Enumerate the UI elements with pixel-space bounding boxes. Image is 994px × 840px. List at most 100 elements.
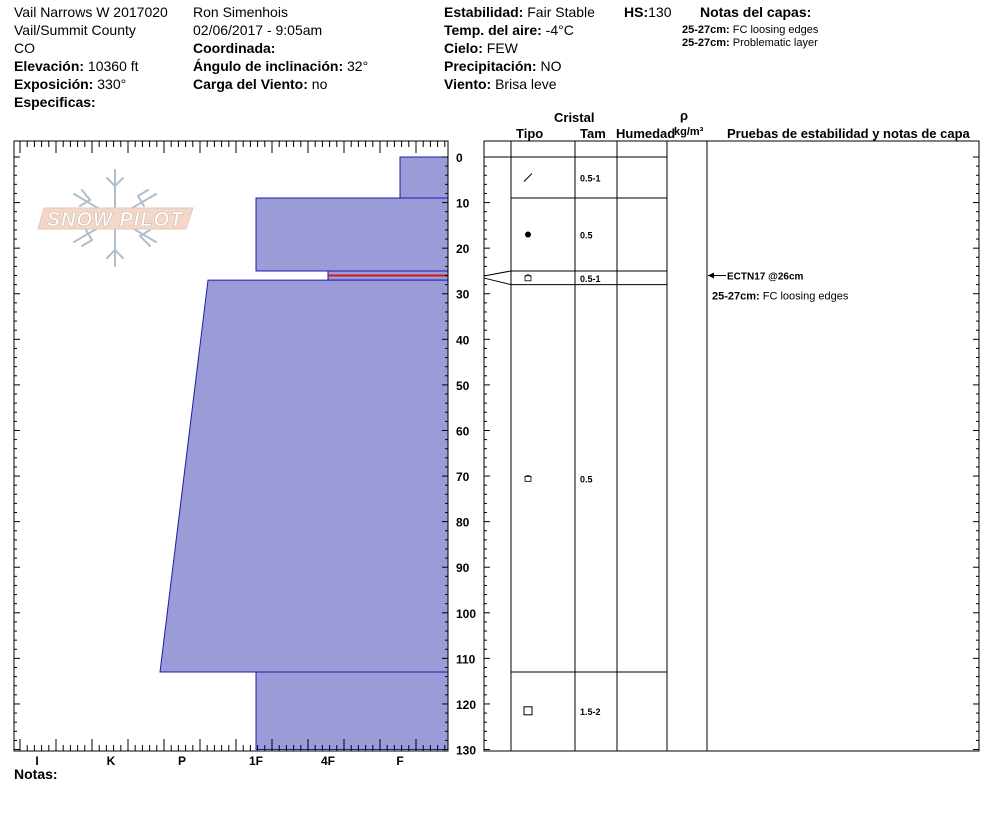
depth-tick-label: 120 — [456, 698, 476, 712]
density-unit-header: kg/m³ — [674, 126, 704, 138]
layer-note-range: 25-27cm: — [682, 24, 730, 36]
hardness-tick-label: 4F — [321, 754, 335, 768]
hardness-tick-label: K — [107, 754, 116, 768]
sky-value: FEW — [486, 40, 518, 56]
wind-load: Carga del Viento: no — [193, 76, 327, 92]
slope-angle: Ángulo de inclinación: 32° — [193, 58, 368, 74]
hardness-plot-frame — [13, 140, 449, 752]
slope-angle-value: 32° — [347, 58, 369, 74]
air-temp: Temp. del aire: -4°C — [444, 22, 574, 38]
faceted-rounded-square — [524, 475, 532, 482]
wind-load-label: Carga del Viento: — [193, 76, 308, 92]
hardness-tick-label: I — [35, 754, 38, 768]
size-header: Tam — [580, 126, 606, 141]
crystal-size-label: 0.5-1 — [580, 274, 601, 284]
hardness-bar — [159, 279, 449, 673]
layer-note-2: 25-27cm: Problematic layer — [682, 37, 818, 49]
snowpilot-logo: SNOW PILOT — [37, 169, 194, 267]
aspect-value: 330° — [97, 76, 127, 92]
snow-height-label: HS: — [624, 4, 649, 20]
stability-label: Estabilidad: — [444, 4, 524, 20]
depth-tick-label: 110 — [456, 652, 476, 666]
depth-tick-label: 10 — [456, 197, 470, 211]
area-name: Vail/Summit County — [14, 22, 136, 38]
depth-tick-label: 60 — [456, 424, 470, 438]
layer-connector — [483, 270, 512, 277]
depth-tick-label: 80 — [456, 516, 470, 530]
aspect: Exposición: 330° — [14, 76, 126, 92]
notes-label: Notas: — [14, 766, 58, 782]
crystal-header: Cristal — [554, 110, 595, 125]
snow-height: HS:130 — [624, 4, 671, 20]
wind-value: Brisa leve — [495, 76, 557, 92]
layer-comment-range: 25-27cm: — [712, 291, 763, 303]
depth-tick-label: 90 — [456, 561, 470, 575]
observation-datetime: 02/06/2017 - 9:05am — [193, 22, 323, 38]
moisture-header: Humedad — [616, 126, 676, 141]
aspect-label: Exposición: — [14, 76, 94, 92]
rho-header: ρ — [680, 108, 689, 123]
sky: Cielo: FEW — [444, 40, 518, 56]
crystal-size-label: 1.5-2 — [580, 707, 601, 717]
location-name: Vail Narrows W 2017020 — [14, 4, 168, 20]
depth-tick-label: 70 — [456, 470, 470, 484]
layer-notes-label: Notas del capas: — [700, 4, 812, 20]
decomposing-fragments-icon — [523, 173, 533, 182]
hardness-bar — [399, 156, 449, 199]
layer-note-range: 25-27cm: — [682, 37, 730, 49]
faceted-rounded-arc — [524, 474, 532, 478]
hardness-bar — [255, 671, 449, 751]
depth-tick-label: 30 — [456, 288, 470, 302]
stability-test-label: ECTN17 @26cm — [727, 272, 804, 283]
layer-note-text: FC loosing edges — [732, 24, 819, 36]
elevation: Elevación: 10360 ft — [14, 58, 139, 74]
slope-angle-label: Ángulo de inclinación: — [193, 58, 344, 74]
faceted-rounded-square — [524, 275, 532, 282]
crystal-size-label: 0.5 — [580, 230, 593, 240]
wind-label: Viento: — [444, 76, 492, 92]
depth-tick-label: 130 — [456, 744, 476, 758]
depth-tick-label: 40 — [456, 333, 470, 347]
state-name: CO — [14, 40, 35, 56]
snow-height-value: 130 — [648, 4, 672, 20]
type-header: Tipo — [516, 126, 544, 141]
observer-name: Ron Simenhois — [193, 4, 288, 20]
elevation-value: 10360 ft — [87, 58, 139, 74]
layer-comment: 25-27cm: FC loosing edges — [712, 291, 849, 303]
layer-table-frame — [483, 140, 980, 752]
stability: Estabilidad: Fair Stable — [444, 4, 595, 20]
decomposing-fragments-stroke — [523, 173, 533, 182]
logo-banner — [37, 207, 194, 230]
wind: Viento: Brisa leve — [444, 76, 557, 92]
depth-tick-label: 50 — [456, 379, 470, 393]
precipitation: Precipitación: NO — [444, 58, 561, 74]
hardness-tick-label: 1F — [249, 754, 263, 768]
precipitation-value: NO — [540, 58, 562, 74]
coordinate-label: Coordinada: — [193, 40, 276, 56]
sky-label: Cielo: — [444, 40, 483, 56]
depth-tick-label: 20 — [456, 242, 470, 256]
elevation-label: Elevación: — [14, 58, 85, 74]
depth-tick-label: 100 — [456, 607, 476, 621]
layer-connector — [483, 277, 512, 286]
depth-tick-label: 0 — [456, 151, 463, 165]
crystal-size-label: 0.5 — [580, 474, 593, 484]
air-temp-value: -4°C — [545, 22, 574, 38]
crystal-size-label: 0.5-1 — [580, 174, 601, 184]
specifics-label: Especificas: — [14, 94, 96, 110]
rounded-dot — [525, 231, 531, 238]
hardness-bar — [255, 197, 449, 272]
layer-note-text: Problematic layer — [732, 37, 818, 49]
precipitation-label: Precipitación: — [444, 58, 537, 74]
faceted-rounded-icon — [524, 474, 532, 482]
tests-header: Pruebas de estabilidad y notas de capa — [727, 126, 970, 141]
stability-value: Fair Stable — [527, 4, 595, 20]
hardness-tick-label: F — [396, 754, 403, 768]
layer-comment-text: FC loosing edges — [763, 291, 849, 303]
faceted-icon — [523, 706, 533, 716]
air-temp-label: Temp. del aire: — [444, 22, 542, 38]
rounded-icon — [525, 231, 531, 238]
faceted-rounded-icon — [524, 274, 532, 282]
hardness-tick-label: P — [178, 754, 186, 768]
